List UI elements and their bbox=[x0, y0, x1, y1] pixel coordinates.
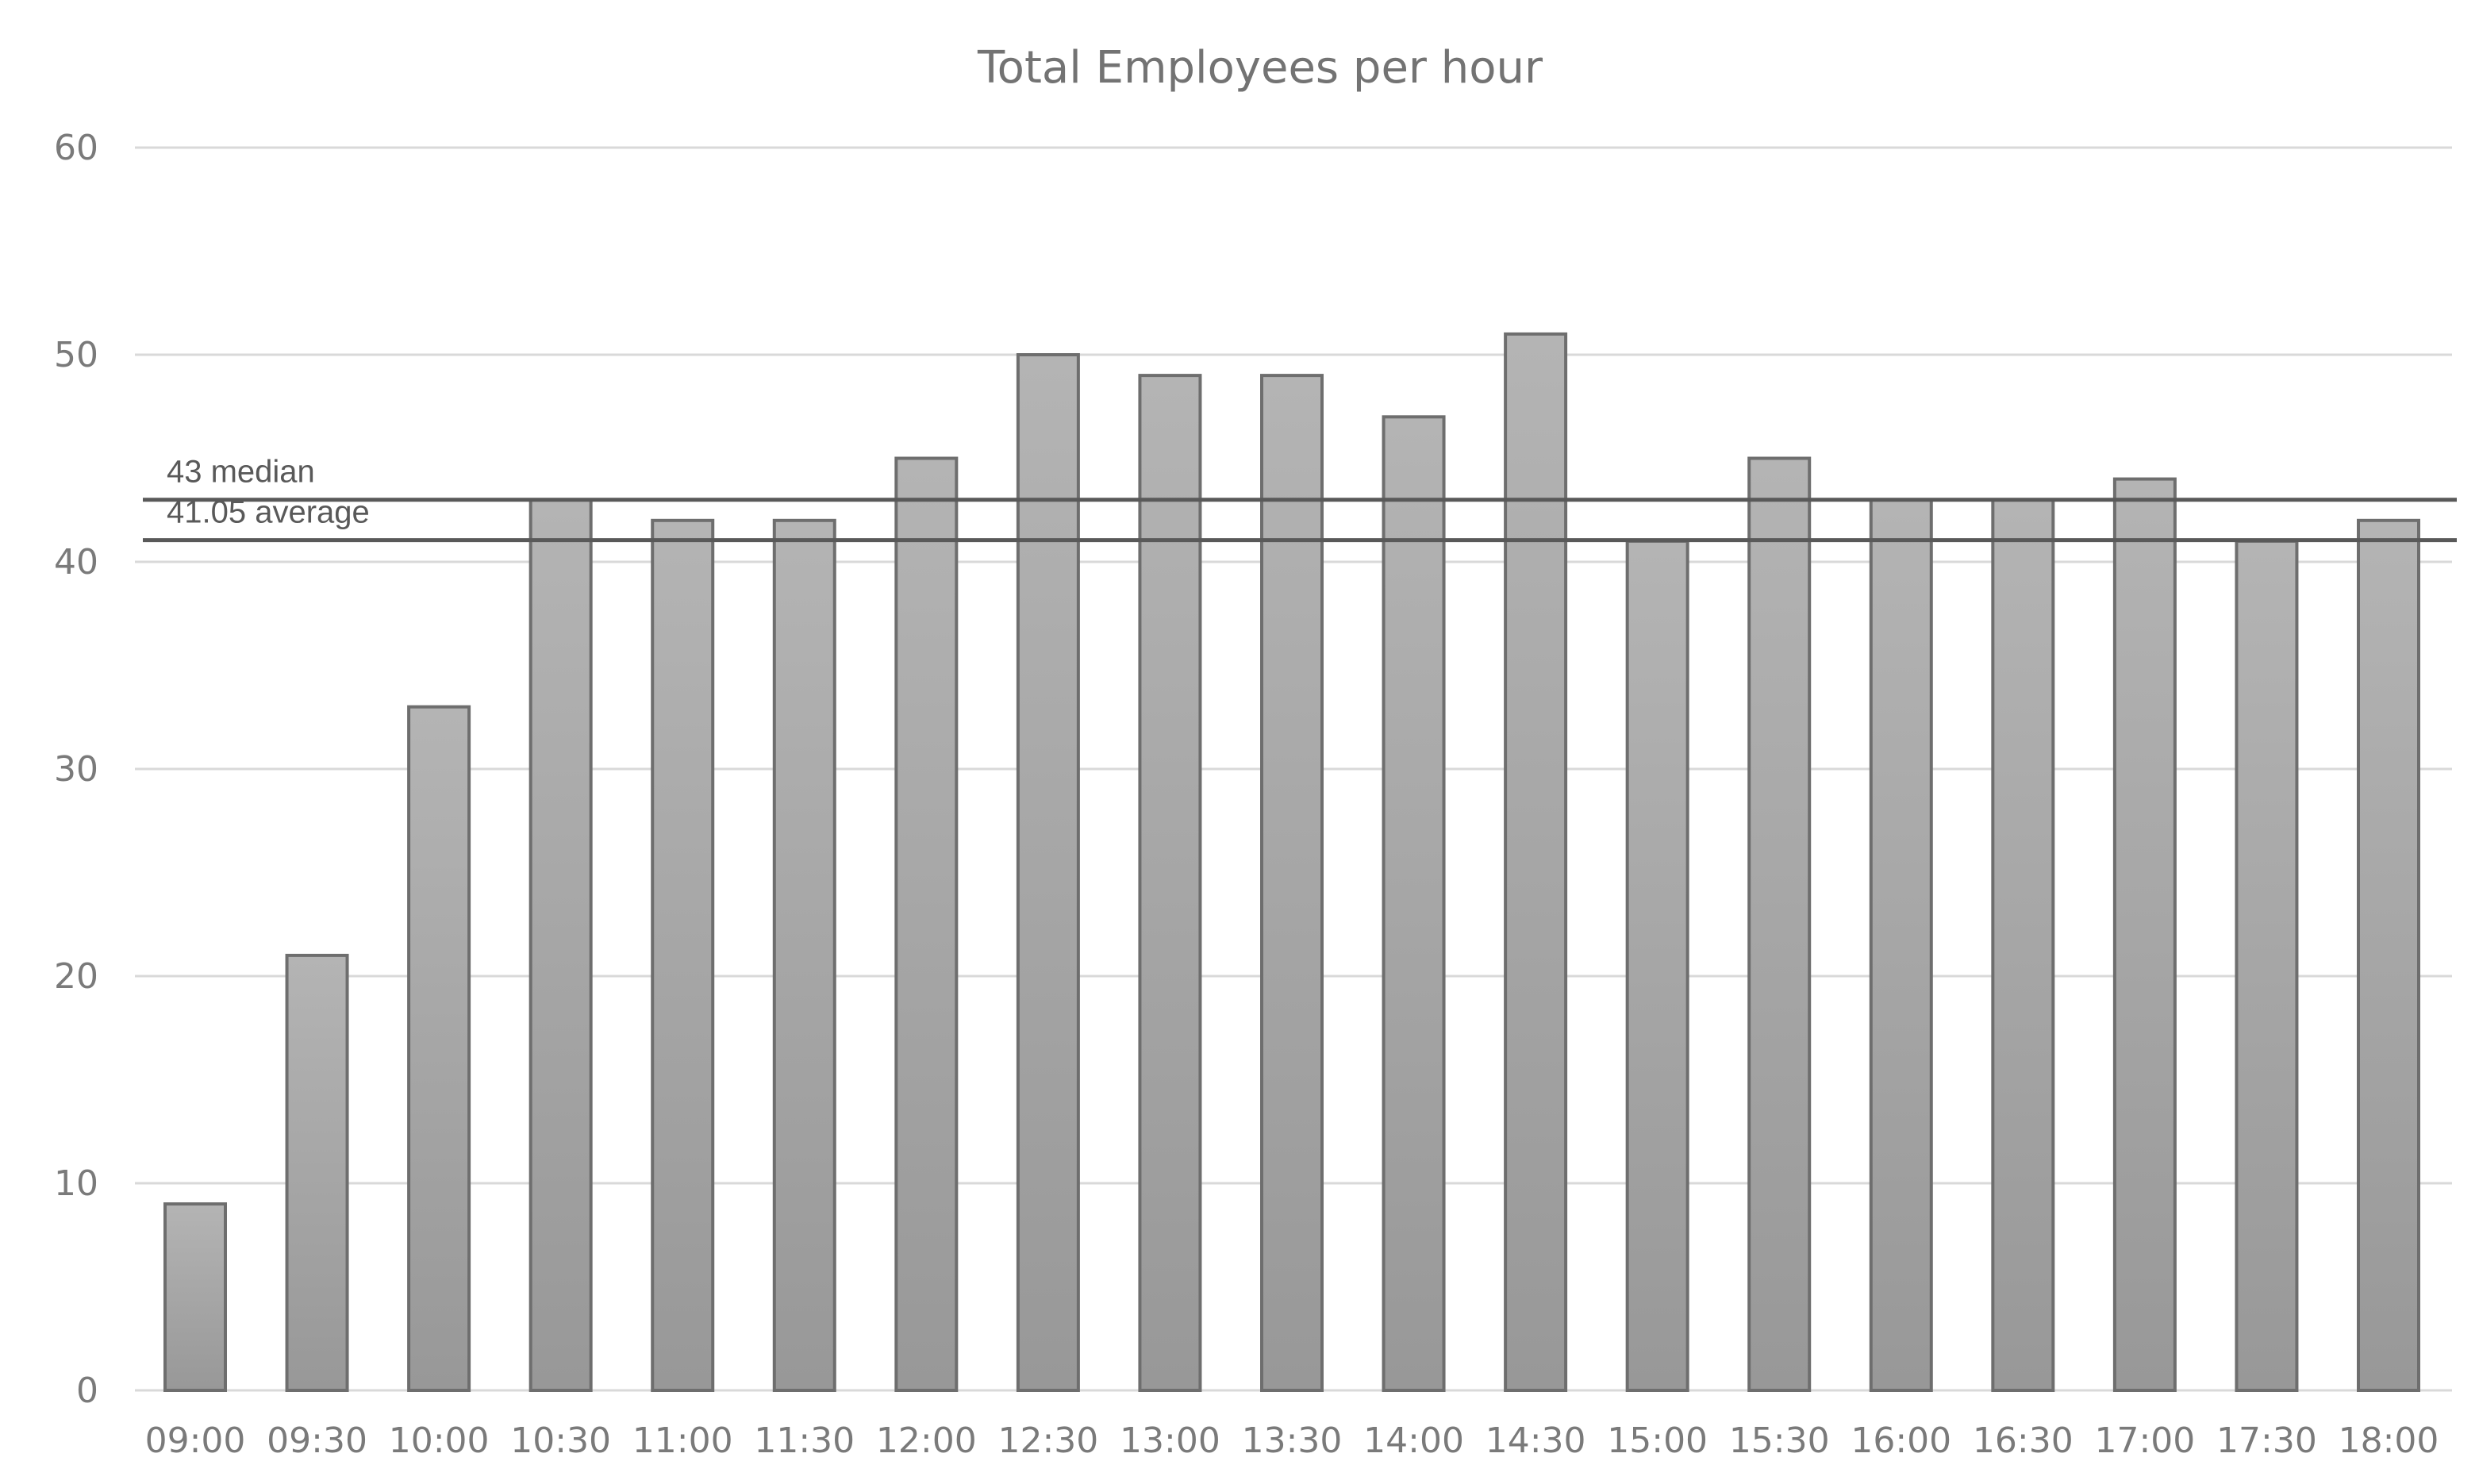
x-axis-ticks: 09:00 09:30 10:00 10:30 11:00 11:30 12:00 12:30… bbox=[145, 1421, 2439, 1461]
x-tick-label: 09:00 bbox=[145, 1421, 246, 1461]
bar bbox=[1991, 498, 2055, 1393]
bar bbox=[1504, 332, 1568, 1392]
y-tick-label: 50 bbox=[54, 335, 98, 375]
y-tick-label: 40 bbox=[54, 542, 98, 582]
bar bbox=[1016, 353, 1080, 1392]
x-tick-label: 13:00 bbox=[1120, 1421, 1220, 1461]
x-tick-label: 15:00 bbox=[1607, 1421, 1708, 1461]
reference-line-label: 41.05 average bbox=[167, 495, 370, 530]
y-tick-label: 60 bbox=[54, 128, 98, 168]
bar bbox=[2357, 518, 2420, 1392]
x-tick-label: 17:00 bbox=[2094, 1421, 2195, 1461]
bar bbox=[2112, 477, 2177, 1392]
y-tick-label: 20 bbox=[54, 956, 98, 997]
bar bbox=[1382, 415, 1446, 1392]
bar bbox=[407, 705, 471, 1392]
reference-lines: 43 median 41.05 average bbox=[143, 455, 2457, 543]
x-tick-label: 11:30 bbox=[754, 1421, 855, 1461]
reference-line-label: 43 median bbox=[167, 455, 315, 490]
y-tick-label: 10 bbox=[54, 1163, 98, 1204]
bar bbox=[285, 953, 349, 1392]
x-tick-label: 12:30 bbox=[997, 1421, 1098, 1461]
bar bbox=[772, 518, 836, 1392]
x-tick-label: 17:30 bbox=[2216, 1421, 2317, 1461]
bar bbox=[651, 518, 715, 1392]
y-tick-label: 0 bbox=[76, 1371, 98, 1411]
x-tick-label: 13:30 bbox=[1242, 1421, 1343, 1461]
bars bbox=[163, 332, 2420, 1393]
bar bbox=[894, 456, 959, 1392]
bar bbox=[1869, 498, 1933, 1393]
bar bbox=[1747, 456, 1812, 1392]
bar bbox=[1138, 374, 1202, 1393]
y-axis-ticks: 0 10 20 30 40 50 60 bbox=[54, 128, 98, 1411]
x-tick-label: 10:00 bbox=[389, 1421, 490, 1461]
x-tick-label: 14:30 bbox=[1485, 1421, 1586, 1461]
x-tick-label: 15:30 bbox=[1729, 1421, 1830, 1461]
bar bbox=[163, 1202, 227, 1392]
x-tick-label: 16:30 bbox=[1973, 1421, 2074, 1461]
x-tick-label: 11:00 bbox=[632, 1421, 733, 1461]
chart-title: Total Employees per hour bbox=[977, 42, 1543, 94]
x-tick-label: 16:00 bbox=[1851, 1421, 1951, 1461]
x-tick-label: 18:00 bbox=[2339, 1421, 2439, 1461]
bar bbox=[2235, 539, 2299, 1392]
x-tick-label: 14:00 bbox=[1363, 1421, 1464, 1461]
bar bbox=[1260, 374, 1324, 1393]
x-tick-label: 12:00 bbox=[876, 1421, 977, 1461]
x-tick-label: 09:30 bbox=[267, 1421, 367, 1461]
x-tick-label: 10:30 bbox=[510, 1421, 611, 1461]
bar bbox=[528, 498, 593, 1393]
y-tick-label: 30 bbox=[54, 749, 98, 790]
bar bbox=[1625, 539, 1689, 1392]
